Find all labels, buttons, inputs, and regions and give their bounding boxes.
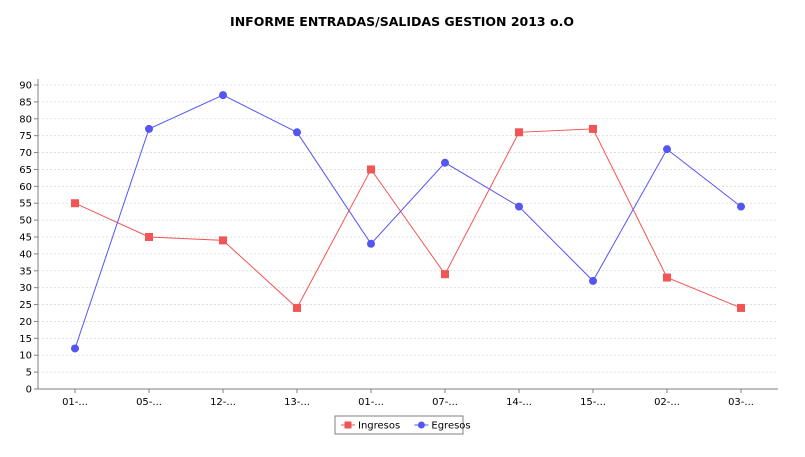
series-line-egresos xyxy=(74,94,742,349)
x-tick-label: 05-... xyxy=(136,397,162,408)
x-tick-label: 01-... xyxy=(358,397,384,408)
data-point-ingresos xyxy=(441,270,449,279)
legend-label: Egresos xyxy=(431,421,470,432)
legend-marker xyxy=(344,421,352,429)
y-tick-label: 70 xyxy=(19,148,32,159)
y-tick-label: 5 xyxy=(26,368,32,379)
y-tick-label: 45 xyxy=(19,233,32,244)
series xyxy=(71,91,745,353)
x-tick-label: 01-... xyxy=(62,397,88,408)
y-tick-label: 90 xyxy=(19,81,32,92)
data-point-egresos xyxy=(663,145,671,154)
x-tick-label: 02-... xyxy=(654,397,680,408)
x-tick-label: 14-... xyxy=(506,397,532,408)
data-point-egresos xyxy=(145,124,153,133)
y-tick-label: 75 xyxy=(19,131,32,142)
data-point-egresos xyxy=(71,344,79,353)
data-point-egresos xyxy=(737,202,745,211)
legend: Ingresos Egresos xyxy=(334,415,471,435)
legend-box xyxy=(334,415,464,435)
data-point-egresos xyxy=(441,158,449,167)
data-point-egresos xyxy=(293,128,301,137)
data-point-egresos xyxy=(367,239,375,248)
data-point-egresos xyxy=(589,276,597,285)
y-tick-label: 20 xyxy=(19,317,32,328)
y-tick-label: 65 xyxy=(19,165,32,176)
data-point-ingresos xyxy=(145,233,153,241)
data-point-ingresos xyxy=(219,236,227,245)
y-tick-label: 10 xyxy=(19,351,32,362)
grid xyxy=(38,84,778,373)
y-tick-label: 40 xyxy=(19,249,32,260)
series-line-ingresos xyxy=(74,128,742,309)
y-tick-label: 80 xyxy=(19,114,32,125)
chart-title: INFORME ENTRADAS/SALIDAS GESTION 2013 o.… xyxy=(230,14,574,29)
legend-label: Ingresos xyxy=(358,421,400,432)
data-point-ingresos xyxy=(737,303,745,312)
data-point-egresos xyxy=(219,91,227,100)
legend-marker xyxy=(417,421,425,429)
data-point-ingresos xyxy=(367,165,375,174)
y-tick-label: 50 xyxy=(19,216,32,227)
y-tick-label: 0 xyxy=(26,385,32,396)
x-tick-label: 15-... xyxy=(580,397,606,408)
y-tick-label: 30 xyxy=(19,283,32,294)
x-tick-label: 13-... xyxy=(284,397,310,408)
x-tick-label: 12-... xyxy=(210,397,236,408)
y-tick-label: 55 xyxy=(19,199,32,210)
data-point-ingresos xyxy=(71,199,79,208)
x-tick-label: 03-... xyxy=(728,397,754,408)
y-tick-label: 35 xyxy=(19,266,32,277)
y-tick-label: 85 xyxy=(19,97,32,108)
x-tick-label: 07-... xyxy=(432,397,458,408)
axes: 0 5 10 15 20 25 30 35 40 45 50 55 60 65 70 75 80 85 90 01-.… xyxy=(19,79,778,408)
data-point-ingresos xyxy=(293,303,301,312)
data-point-ingresos xyxy=(663,273,671,282)
data-point-ingresos xyxy=(515,128,523,137)
y-tick-label: 15 xyxy=(19,334,32,345)
y-tick-label: 60 xyxy=(19,182,32,193)
data-point-egresos xyxy=(515,202,523,211)
y-tick-label: 25 xyxy=(19,300,32,311)
data-point-ingresos xyxy=(589,124,597,133)
